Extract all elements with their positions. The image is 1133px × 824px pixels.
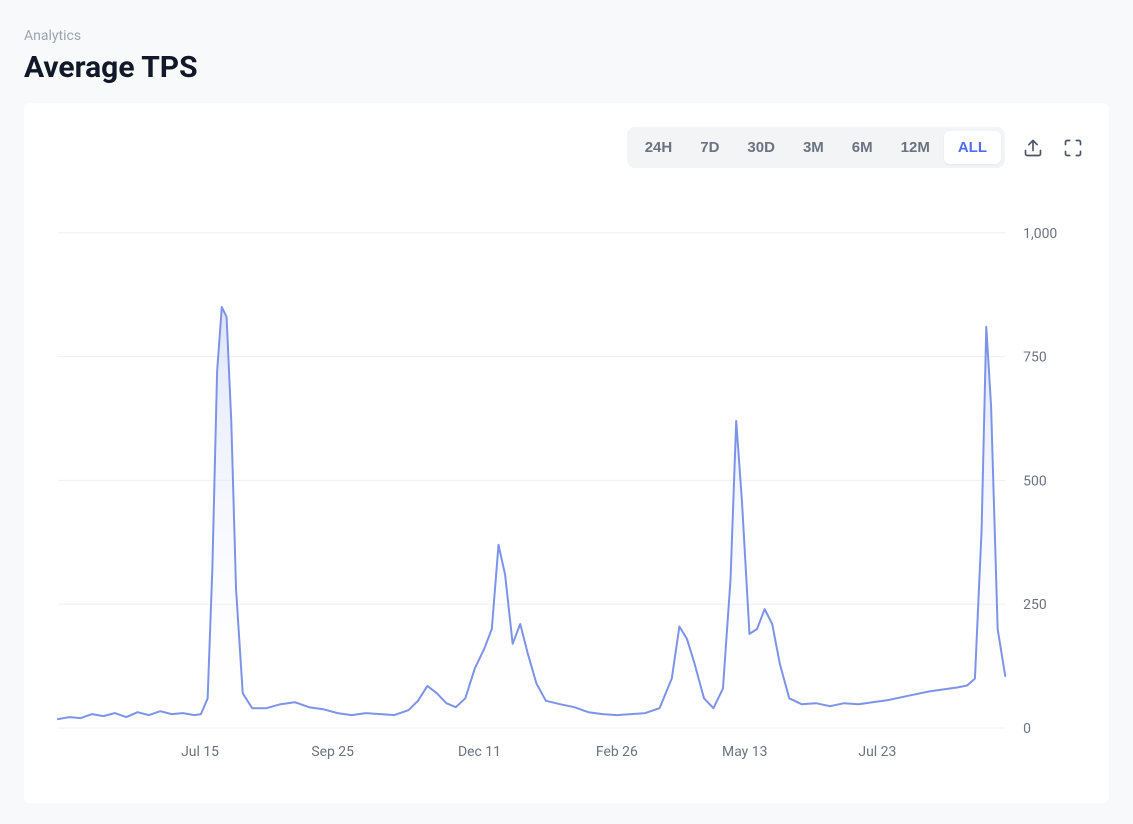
range-btn-3m[interactable]: 3M [789,131,838,164]
time-range-group: 24H7D30D3M6M12MALL [627,127,1005,168]
x-axis-label: Jul 15 [181,744,219,760]
y-axis-label: 750 [1023,350,1047,366]
range-btn-7d[interactable]: 7D [686,131,733,164]
tps-chart: 0 250 500 750 1,000 Jul 15 Sep 25 Dec 11 Feb 26 M… [48,198,1085,768]
x-axis-label: Dec 11 [458,744,501,760]
range-btn-24h[interactable]: 24H [631,131,687,164]
x-axis-label: Sep 25 [311,744,354,760]
chart-line [58,307,1005,719]
chart-card: 24H7D30D3M6M12MALL 0 250 500 750 1,000 Jul 15… [24,103,1109,803]
fullscreen-icon[interactable] [1061,136,1085,160]
x-axis-label: Feb 26 [596,744,638,760]
y-axis-label: 0 [1023,721,1031,737]
y-axis-label: 1,000 [1023,226,1057,242]
y-axis-label: 500 [1023,473,1047,489]
x-axis-label: Jul 23 [858,744,896,760]
x-axis-label: May 13 [722,744,767,760]
range-btn-30d[interactable]: 30D [733,131,789,164]
export-icon[interactable] [1021,136,1045,160]
breadcrumb: Analytics [24,28,1109,44]
chart-toolbar: 24H7D30D3M6M12MALL [48,127,1085,168]
page-header: Analytics Average TPS [0,0,1133,103]
y-axis-label: 250 [1023,597,1047,613]
range-btn-6m[interactable]: 6M [838,131,887,164]
range-btn-12m[interactable]: 12M [887,131,944,164]
range-btn-all[interactable]: ALL [944,131,1001,164]
page-title: Average TPS [24,50,1109,85]
